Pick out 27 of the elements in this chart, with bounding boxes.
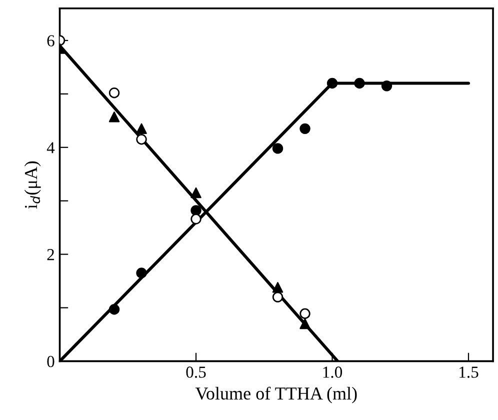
x-tick-label: 1.0 — [323, 366, 342, 378]
point — [300, 318, 310, 330]
y-tick-label: 4 — [46, 142, 55, 154]
y-axis-title: i$_{d}$(μA) — [24, 161, 41, 209]
point — [108, 112, 120, 122]
point — [300, 308, 310, 319]
point — [272, 292, 284, 302]
y-tick-label: 2 — [47, 249, 54, 260]
x-tick-label: 1.5 — [460, 366, 478, 378]
point — [108, 304, 120, 315]
point — [381, 80, 392, 92]
y-tick-label: 0 — [47, 356, 54, 368]
point — [108, 88, 120, 98]
point — [136, 268, 147, 278]
point — [300, 123, 310, 134]
x-tick-label: 0.5 — [186, 366, 206, 378]
point — [136, 123, 147, 134]
x-axis-title: Volume of TTHA (ml) — [195, 386, 357, 404]
y-tick-label: 6 — [47, 35, 54, 46]
point — [272, 143, 284, 154]
point — [326, 78, 338, 89]
point — [190, 187, 202, 198]
point — [272, 282, 284, 293]
point — [190, 205, 202, 216]
point — [354, 78, 365, 89]
point — [190, 214, 202, 224]
point — [136, 134, 147, 145]
